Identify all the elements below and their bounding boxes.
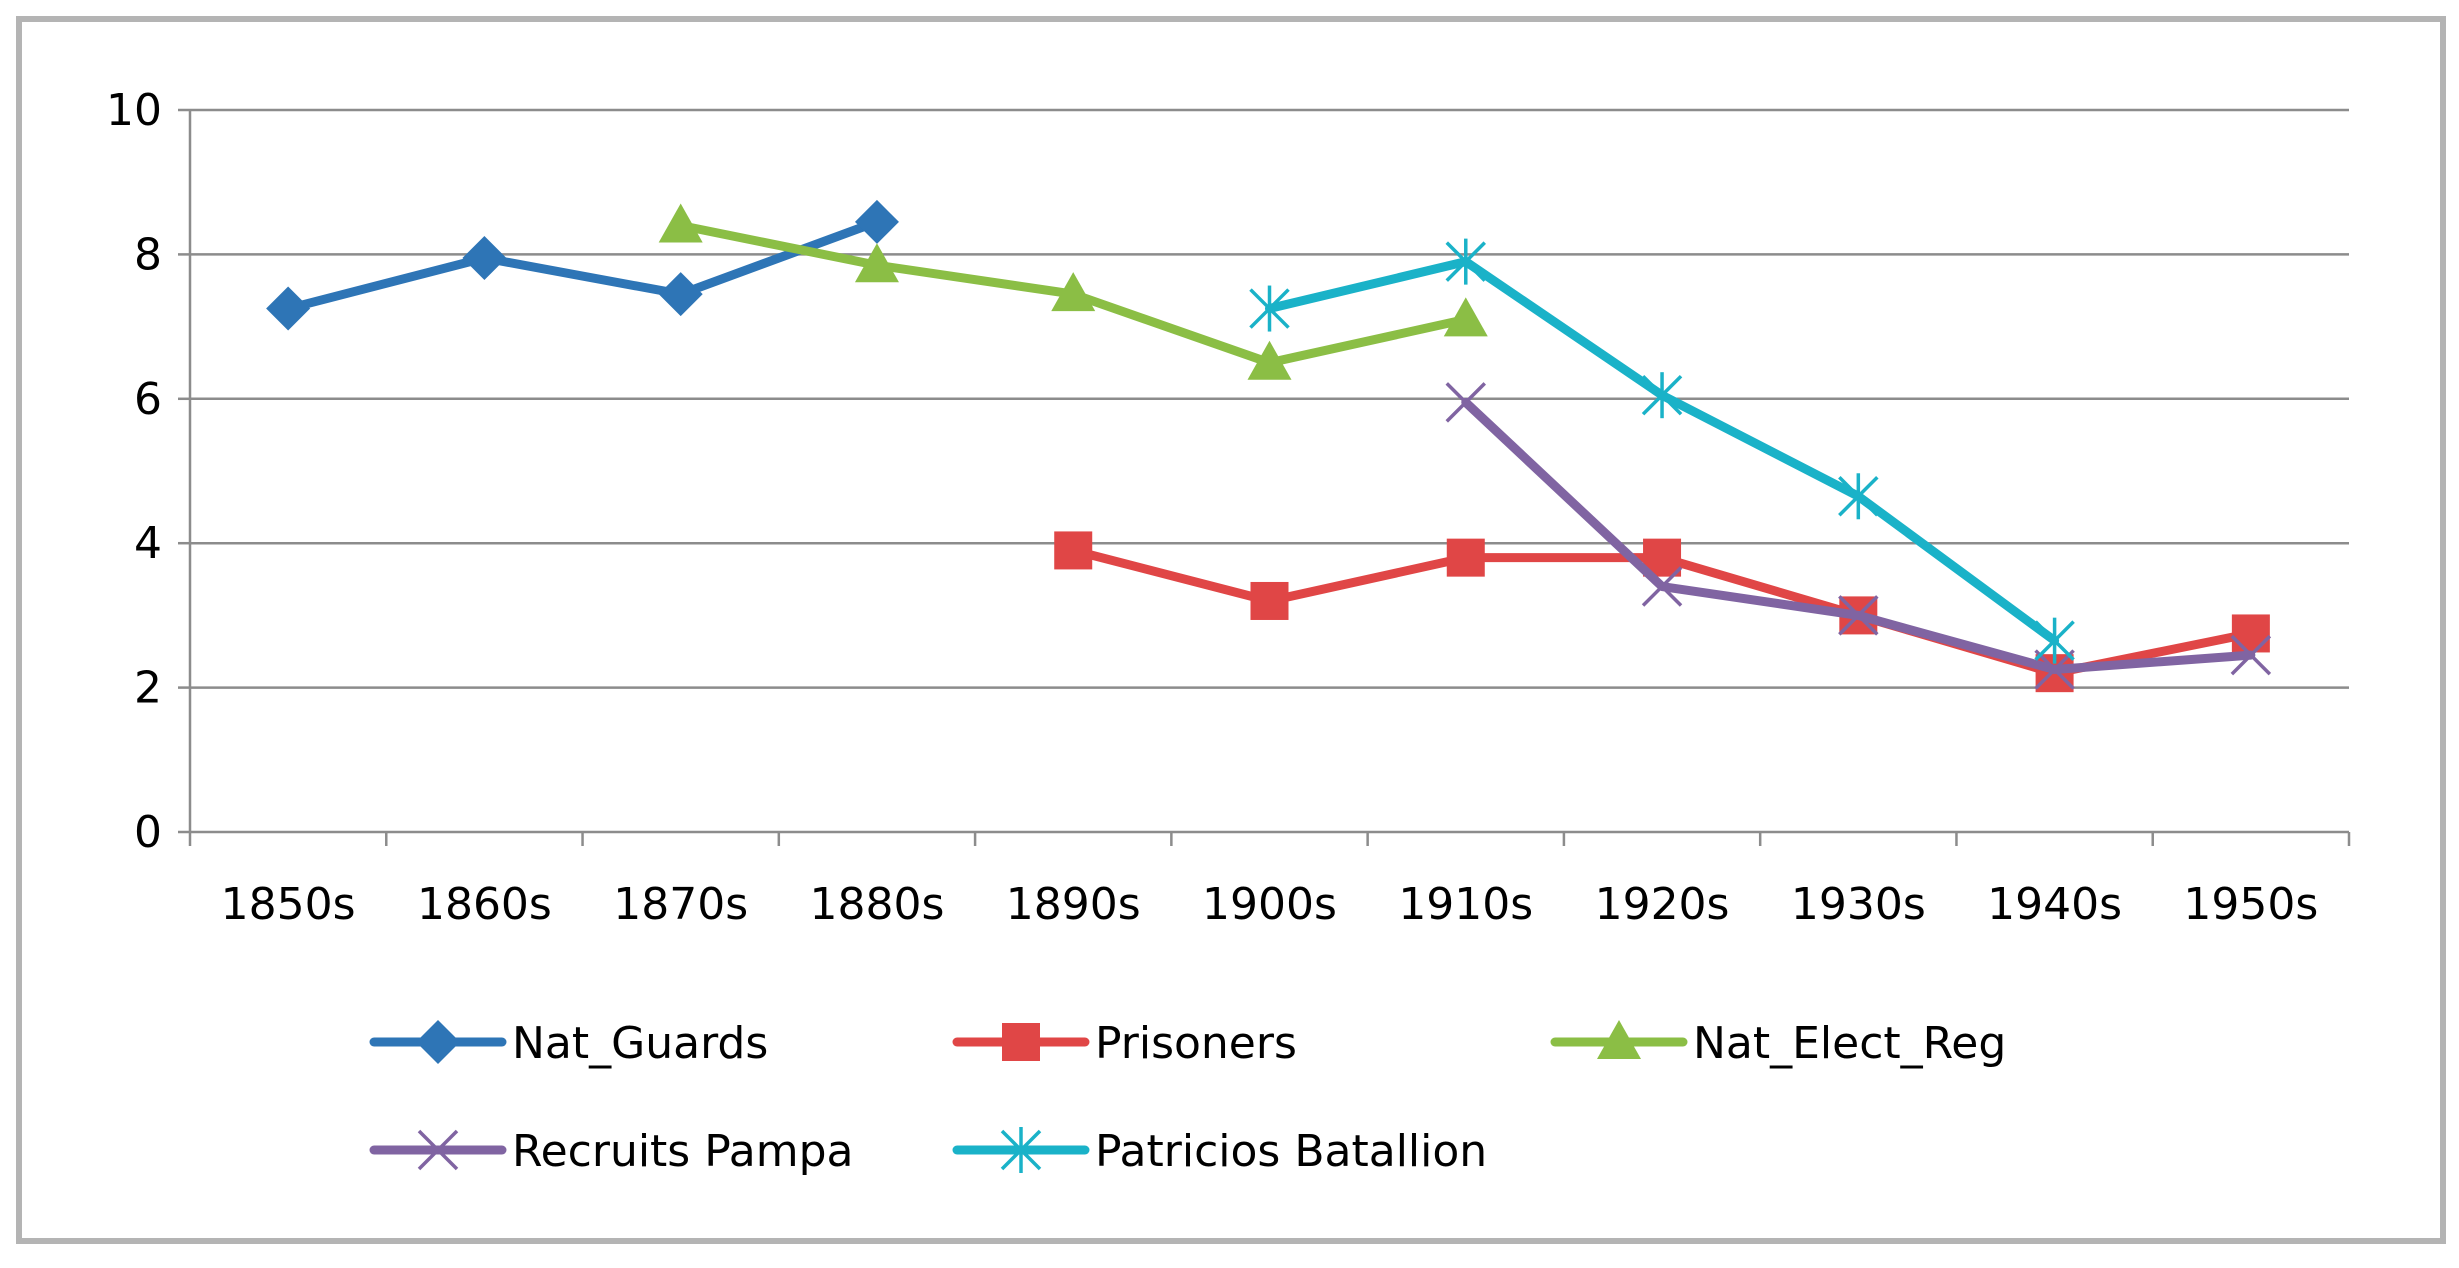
legend-marker	[417, 1129, 459, 1171]
y-tick-label: 8	[134, 229, 162, 280]
y-tick-label: 0	[134, 807, 162, 858]
series-nat-guards	[266, 199, 899, 331]
data-point-1910s	[1446, 538, 1485, 577]
legend-label: Nat_Elect_Reg	[1693, 1018, 2006, 1069]
legend-entry-prisoners: Prisoners	[952, 1018, 1297, 1069]
line-chart: 0 2 4 6 8 10 1850s 1860s 1870s 1880s 1890s 1900s 19…	[106, 85, 2351, 1177]
gridlines	[190, 108, 2349, 689]
legend-marker	[1000, 1127, 1042, 1173]
series-recruits-pampa	[1445, 382, 2272, 690]
series-lines	[266, 199, 2272, 693]
axes	[178, 108, 2351, 846]
data-point-1950s	[2231, 614, 2270, 653]
legend-label: Nat_Guards	[512, 1018, 768, 1069]
legend-entry-recruits-pampa: Recruits Pampa	[369, 1126, 854, 1177]
data-point-1860s	[462, 236, 507, 281]
legend-entry-nat-elect-reg: Nat_Elect_Reg	[1550, 1018, 2006, 1069]
x-tick-label-1950s: 1950s	[2183, 879, 2318, 930]
data-point-1930s	[1838, 595, 1879, 636]
x-tick-label-1920s: 1920s	[1595, 879, 1730, 930]
data-point-1870s	[658, 272, 703, 317]
x-tick-label-1860s: 1860s	[417, 879, 552, 930]
data-point-1900s	[1250, 581, 1289, 620]
legend-marker	[1597, 1020, 1641, 1059]
legend-entry-nat-guards: Nat_Guards	[369, 1018, 768, 1069]
x-tick-label-1910s: 1910s	[1398, 879, 1533, 930]
y-tick-label: 4	[134, 518, 162, 569]
legend: Nat_Guards Prisoners Nat_Elect_Reg Recruits…	[369, 1018, 2006, 1177]
legend-label: Patricios Batallion	[1095, 1126, 1487, 1177]
legend-entry-patricios-batallion: Patricios Batallion	[952, 1126, 1487, 1177]
x-tick-label-1930s: 1930s	[1791, 879, 1926, 930]
data-point-1940s	[2034, 649, 2075, 690]
data-point-1900s	[1247, 340, 1292, 380]
chart-frame: 0 2 4 6 8 10 1850s 1860s 1870s 1880s 1890s 1900s 19…	[16, 16, 2446, 1244]
series-line	[283, 217, 882, 314]
data-point-1940s	[2034, 617, 2075, 664]
x-tick-label-1940s: 1940s	[1987, 879, 2122, 930]
data-point-1930s	[1838, 473, 1879, 520]
data-point-1890s	[1051, 272, 1096, 312]
y-axis-tick-labels: 0 2 4 6 8 10	[106, 85, 162, 858]
legend-label: Prisoners	[1095, 1018, 1297, 1069]
data-point-1900s	[1249, 285, 1290, 332]
legend-marker	[1002, 1023, 1040, 1061]
data-point-1910s	[1443, 297, 1488, 337]
data-point-1910s	[1445, 238, 1487, 285]
y-tick-label: 6	[134, 374, 162, 425]
data-point-1920s	[1641, 372, 1683, 419]
data-point-1850s	[266, 286, 311, 331]
x-tick-label-1870s: 1870s	[613, 879, 748, 930]
x-axis-tick-labels: 1850s 1860s 1870s 1880s 1890s 1900s 1910s 1920s…	[221, 879, 2319, 930]
series-patricios-batallion	[1249, 238, 2075, 664]
data-point-1890s	[1054, 531, 1093, 570]
data-point-1950s	[2230, 634, 2272, 676]
data-point-1910s	[1445, 382, 1487, 423]
y-tick-label: 2	[134, 663, 162, 714]
x-tick-label-1890s: 1890s	[1006, 879, 1141, 930]
y-tick-label: 10	[106, 85, 162, 136]
legend-label: Recruits Pampa	[512, 1126, 854, 1177]
series-nat-elect-reg	[658, 203, 1488, 380]
x-tick-label-1900s: 1900s	[1202, 879, 1337, 930]
data-point-1880s	[854, 243, 899, 283]
x-tick-label-1880s: 1880s	[810, 879, 945, 930]
legend-marker	[416, 1020, 460, 1064]
data-point-1880s	[854, 199, 899, 244]
x-tick-label-1850s: 1850s	[221, 879, 356, 930]
data-point-1920s	[1641, 566, 1683, 607]
data-point-1870s	[658, 203, 703, 243]
